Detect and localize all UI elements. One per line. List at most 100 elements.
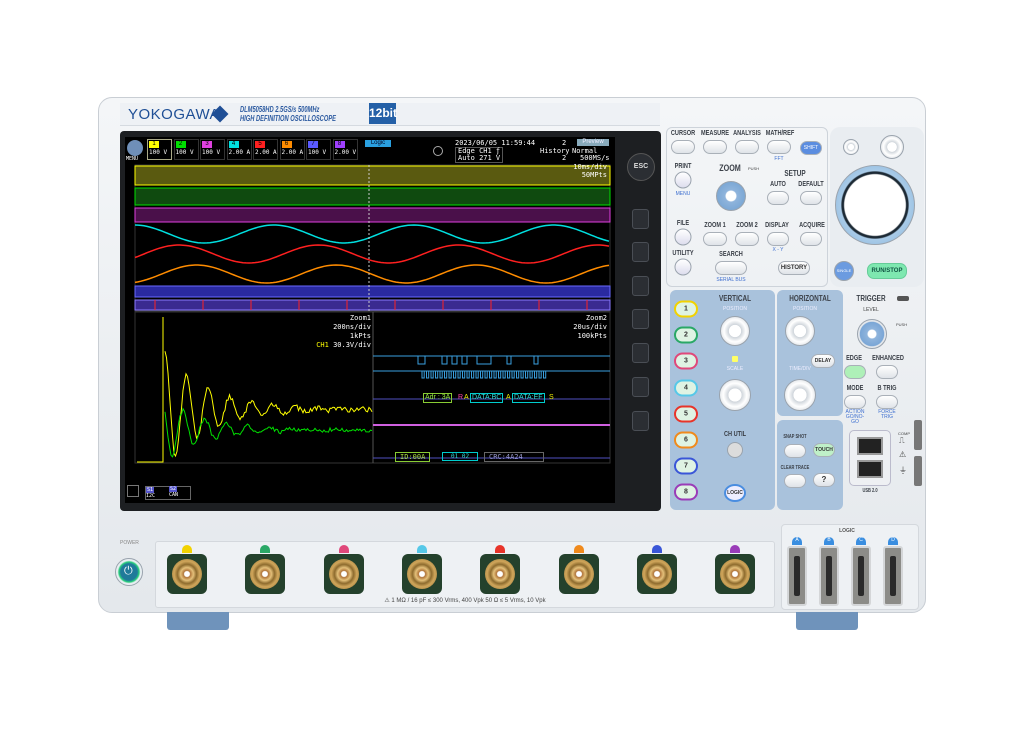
channel-4-button[interactable]: 4 — [674, 379, 698, 396]
cursor-label: CURSOR — [671, 130, 695, 137]
bnc-input-4[interactable] — [402, 554, 442, 594]
vertical-scale-knob[interactable] — [719, 379, 751, 411]
channel-1-button[interactable]: 1 — [674, 301, 698, 318]
history-button[interactable]: HISTORY — [778, 261, 810, 275]
softkey-4[interactable] — [632, 309, 649, 329]
vertical-position-label: POSITION — [723, 306, 747, 312]
utility-label: UTILITY — [672, 250, 693, 257]
channel-1-info[interactable]: 1 100 V — [147, 139, 172, 160]
logic-port-C[interactable] — [851, 546, 871, 606]
mode-button[interactable] — [844, 395, 866, 409]
zoom-knob[interactable] — [716, 181, 746, 211]
esc-button[interactable]: ESC — [627, 153, 655, 181]
softkey-5[interactable] — [632, 343, 649, 363]
channel-3-button[interactable]: 3 — [674, 353, 698, 370]
math-ref-button[interactable] — [767, 140, 791, 154]
file-button[interactable] — [675, 229, 692, 246]
clear-trace-button[interactable] — [784, 474, 806, 488]
channel-3-info[interactable]: 3 100 V — [200, 139, 225, 160]
edge-button[interactable] — [844, 365, 866, 379]
softkey-6[interactable] — [632, 377, 649, 397]
channel-5-scale: 2.00 A — [255, 149, 277, 156]
zoom1-label: Zoom1 — [316, 314, 371, 323]
utility-button[interactable] — [675, 259, 692, 276]
horizontal-scale-knob[interactable] — [784, 379, 816, 411]
display-button[interactable] — [767, 232, 789, 246]
bnc-input-5[interactable] — [480, 554, 520, 594]
softkey-1[interactable] — [632, 209, 649, 229]
usb-port-1[interactable] — [857, 437, 883, 455]
bnc-input-2[interactable] — [245, 554, 285, 594]
search-button[interactable] — [715, 261, 747, 275]
softkey-3[interactable] — [632, 276, 649, 296]
acquire-button[interactable] — [800, 232, 822, 246]
logic-tab[interactable]: Logic — [365, 140, 391, 147]
trigger-label: TRIGGER — [856, 294, 885, 303]
logic-port-A[interactable] — [787, 546, 807, 606]
fft-sublabel: FFT — [774, 156, 783, 162]
single-button[interactable]: SINGLE — [834, 261, 854, 281]
channel-7-info[interactable]: 7 100 V — [306, 139, 331, 160]
delay-button[interactable]: DELAY — [811, 354, 835, 368]
menu-icon[interactable] — [127, 140, 143, 156]
print-button[interactable] — [675, 172, 692, 189]
channel-2-button[interactable]: 2 — [674, 327, 698, 344]
cursor-button[interactable] — [671, 140, 695, 154]
ch-util-button[interactable] — [727, 442, 743, 458]
logic-port-D[interactable] — [883, 546, 903, 606]
clock-pulse — [544, 371, 546, 378]
usb-port-2[interactable] — [857, 460, 883, 478]
enhanced-button[interactable] — [876, 365, 898, 379]
softkey-7[interactable] — [632, 411, 649, 431]
zoom-search-icon[interactable] — [433, 146, 443, 156]
channel-7-button[interactable]: 7 — [674, 458, 698, 475]
channel-6-button[interactable]: 6 — [674, 432, 698, 449]
channel-8-info[interactable]: 8 2.00 V — [333, 139, 358, 160]
input-1-tag — [182, 545, 192, 553]
zoom2-points: 100kPts — [573, 332, 607, 341]
bnc-input-1[interactable] — [167, 554, 207, 594]
side-port-1[interactable] — [914, 420, 922, 450]
select-knob[interactable] — [880, 135, 904, 159]
bnc-input-8[interactable] — [715, 554, 755, 594]
wave-icon[interactable] — [127, 485, 139, 497]
logic-button[interactable]: LOGIC — [724, 484, 746, 502]
touch-button[interactable]: TOUCH — [813, 443, 835, 457]
run-stop-button[interactable]: RUN/STOP — [867, 263, 907, 279]
jog-dial[interactable] — [835, 165, 915, 245]
bnc-input-3[interactable] — [324, 554, 364, 594]
zoom1-button[interactable] — [703, 232, 727, 246]
help-button[interactable]: ? — [813, 473, 835, 487]
zoom1-ch1-waveform — [165, 351, 372, 456]
input-7-tag — [652, 545, 662, 553]
channel-5-info[interactable]: 5 2.00 A — [253, 139, 278, 160]
logic-port-D-tag: D — [888, 537, 898, 545]
zoom2-button[interactable] — [735, 232, 759, 246]
channel-2-info[interactable]: 2 100 V — [174, 139, 199, 160]
measure-button[interactable] — [703, 140, 727, 154]
data-pulse — [507, 356, 511, 364]
channel-4-info[interactable]: 4 2.00 A — [227, 139, 252, 160]
softkey-2[interactable] — [632, 242, 649, 262]
b-trig-button[interactable] — [876, 395, 898, 409]
horizontal-position-knob[interactable] — [785, 316, 815, 346]
preview-button[interactable]: Preview — [577, 139, 609, 146]
channel-6-info[interactable]: 6 2.00 A — [280, 139, 305, 160]
logic-port-B[interactable] — [819, 546, 839, 606]
adjust-knob[interactable] — [843, 139, 859, 155]
channel-5-button[interactable]: 5 — [674, 405, 698, 422]
default-setup-button[interactable] — [800, 191, 822, 205]
bnc-input-6[interactable] — [559, 554, 599, 594]
auto-setup-button[interactable] — [767, 191, 789, 205]
bnc-input-7[interactable] — [637, 554, 677, 594]
vertical-scale-label: SCALE — [727, 366, 743, 372]
shift-button[interactable]: SHIFT — [800, 141, 822, 155]
channel-8-button[interactable]: 8 — [674, 484, 698, 501]
trigger-level-knob[interactable] — [857, 319, 887, 349]
search-label: SEARCH — [719, 251, 743, 258]
vertical-position-knob[interactable] — [720, 316, 750, 346]
analysis-button[interactable] — [735, 140, 759, 154]
display-screen[interactable]: MENU 1 100 V 2 100 V 3 100 V 4 2.00 A 5 … — [125, 137, 615, 503]
snapshot-button[interactable] — [784, 444, 806, 458]
side-port-2[interactable] — [914, 456, 922, 486]
